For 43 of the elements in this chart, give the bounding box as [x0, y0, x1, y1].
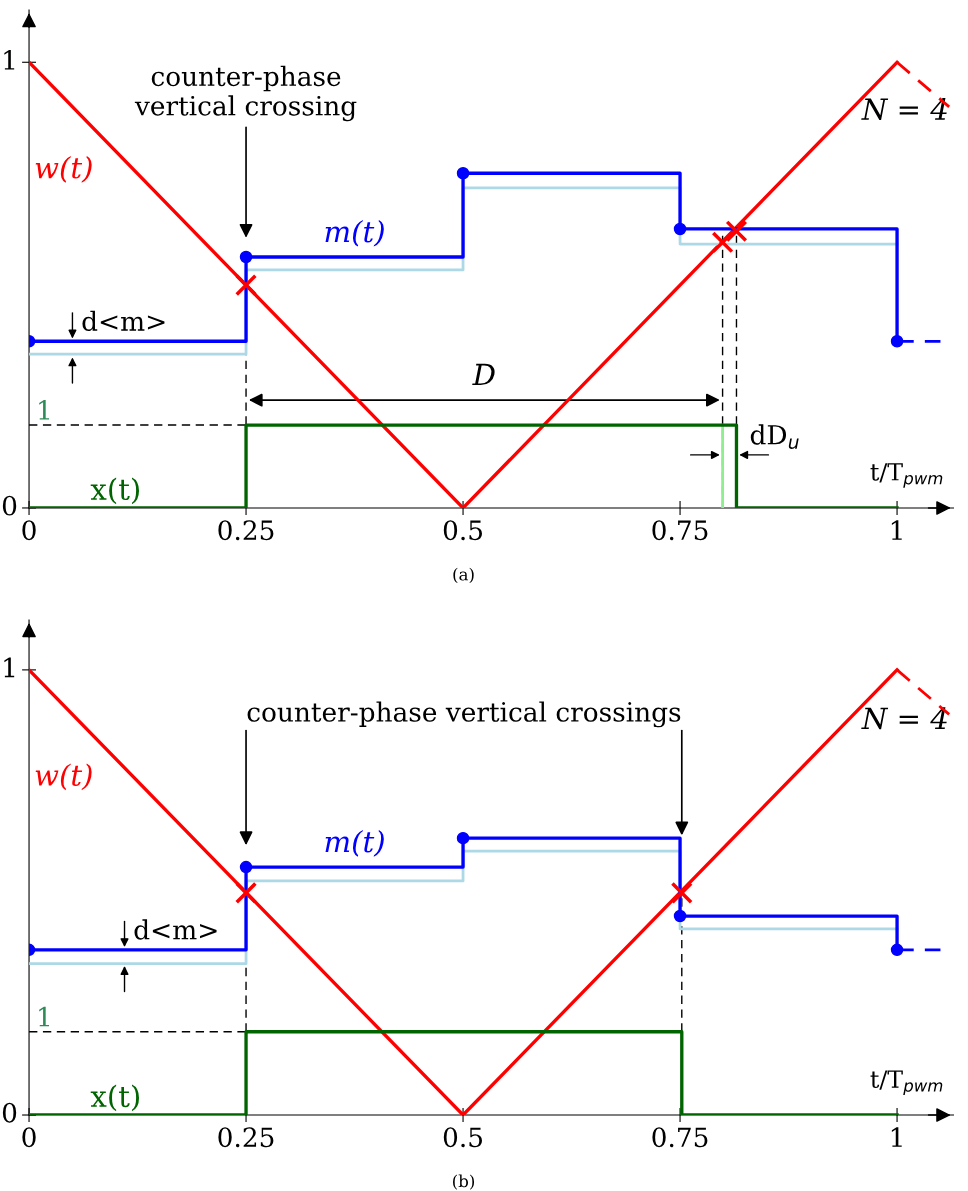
point	[725, 220, 748, 243]
x-tick-label: 0.5	[443, 520, 482, 541]
y-tick-label: 0	[2, 1102, 17, 1123]
x-tick-label: 0.25	[218, 1127, 274, 1148]
x-axis-title: t/T$_{pwm}$	[870, 463, 943, 488]
annotation: counter-phase vertical crossings	[247, 701, 681, 728]
series-label: w(t)	[35, 155, 92, 183]
x-tick-label: 1	[891, 520, 902, 540]
annotation: d<m>	[134, 919, 217, 940]
x-tick-label: 0.5	[443, 1127, 482, 1148]
x-tick-label: 0.25	[218, 520, 274, 541]
annotation: D	[472, 363, 495, 386]
point	[239, 250, 253, 264]
x-axis-title: t/T$_{pwm}$	[870, 1070, 943, 1095]
point	[234, 881, 258, 904]
annotation: 1	[39, 1006, 50, 1027]
series-label: x(t)	[90, 1084, 139, 1112]
point	[234, 274, 258, 297]
x-tick-label: 1	[891, 1127, 902, 1147]
point	[670, 881, 693, 904]
annotation: counter-phase vertical crossing	[134, 65, 357, 122]
point	[711, 231, 734, 254]
series-label: m(t)	[325, 829, 384, 857]
annotation: d<m>	[82, 310, 165, 332]
series-label: w(t)	[35, 763, 92, 791]
x-tick-label: 0.75	[652, 1127, 708, 1148]
point	[673, 222, 687, 236]
y-tick-label: 1	[4, 657, 15, 678]
x-tick-label: 0	[22, 520, 36, 541]
x-tick-label: 0.75	[652, 520, 708, 541]
point	[673, 909, 687, 923]
text: (a)	[453, 567, 474, 583]
point	[239, 860, 253, 874]
text: (b)	[453, 1174, 475, 1190]
annotation: dD$_{u}$	[750, 424, 799, 449]
y-tick-label: 0	[2, 495, 17, 516]
annotation: 1	[39, 399, 50, 420]
y-tick-label: 1	[4, 49, 15, 70]
series-label: m(t)	[325, 219, 384, 247]
x-tick-label: 0	[22, 1127, 36, 1148]
series-label: x(t)	[90, 477, 139, 505]
point	[456, 166, 470, 180]
point	[456, 831, 470, 845]
